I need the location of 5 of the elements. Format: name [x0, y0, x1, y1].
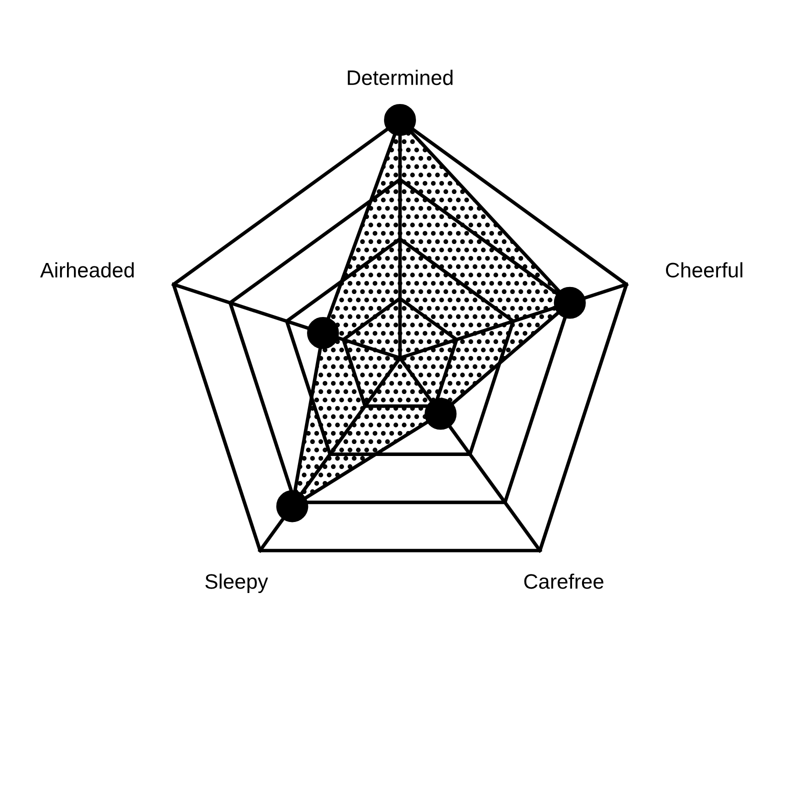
spoke-label: Sleepy — [205, 574, 268, 593]
spoke-label: Airheaded — [40, 262, 134, 278]
spoke-label: Determined — [348, 70, 453, 86]
spoke-label: Cheerful — [666, 262, 742, 278]
spoke-label: Carefree — [524, 574, 604, 589]
